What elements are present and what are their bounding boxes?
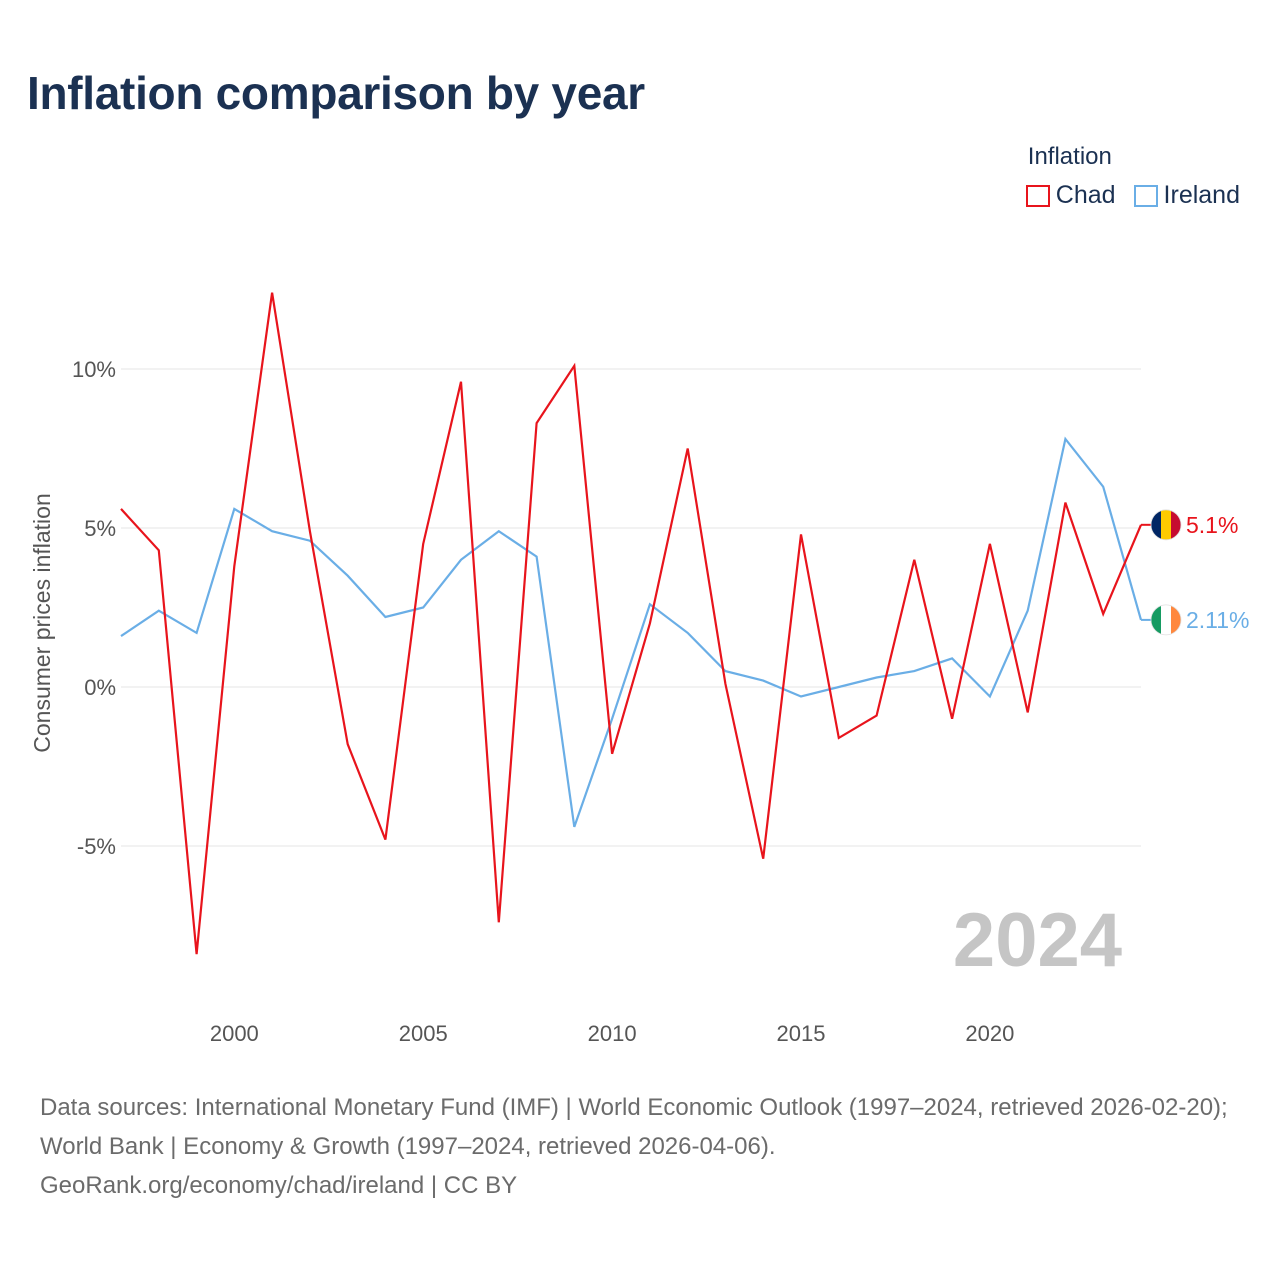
end-label-chad: 5.1% — [1186, 512, 1238, 538]
legend-label-chad: Chad — [1055, 181, 1116, 209]
legend-item-ireland[interactable]: Ireland — [1133, 181, 1240, 210]
y-tick-label: -5% — [77, 834, 116, 859]
x-tick-label: 2015 — [777, 1021, 826, 1046]
legend-title: Inflation — [1027, 143, 1112, 170]
legend-swatch-ireland — [1133, 184, 1158, 207]
legend-swatch-chad — [1025, 184, 1050, 207]
x-axis-ticks: 2000 2005 2010 2015 2020 — [210, 1021, 1015, 1046]
end-label-ireland: 2.11% — [1186, 607, 1250, 633]
chad-flag-icon — [1151, 509, 1181, 540]
x-tick-label: 2020 — [965, 1021, 1014, 1046]
series-line-chad — [120, 292, 1143, 955]
chart-title: Inflation comparison by year — [27, 67, 645, 119]
y-tick-label: 0% — [84, 675, 116, 700]
legend-item-chad[interactable]: Chad — [1025, 181, 1116, 210]
gridlines — [121, 368, 1141, 847]
legend-label-ireland: Ireland — [1163, 181, 1240, 209]
x-tick-label: 2000 — [210, 1021, 259, 1046]
legend: Inflation Chad Ireland — [1025, 143, 1240, 210]
series-lines — [120, 292, 1143, 955]
year-watermark: 2024 — [953, 898, 1122, 983]
end-labels: 5.1% 2.11% — [1141, 509, 1250, 636]
y-tick-label: 10% — [72, 357, 116, 382]
y-axis-ticks: -5% 0% 5% 10% — [72, 357, 116, 859]
x-tick-label: 2010 — [588, 1021, 637, 1046]
series-line-ireland — [120, 436, 1143, 828]
data-sources-text: Data sources: International Monetary Fun… — [40, 1094, 1228, 1160]
credit-text: GeoRank.org/economy/chad/ireland | CC BY — [40, 1172, 518, 1199]
y-tick-label: 5% — [84, 516, 116, 541]
y-axis-label: Consumer prices inflation — [29, 493, 55, 753]
x-tick-label: 2005 — [399, 1021, 448, 1046]
ireland-flag-icon — [1151, 604, 1181, 635]
footer: Data sources: International Monetary Fun… — [40, 1088, 1250, 1205]
